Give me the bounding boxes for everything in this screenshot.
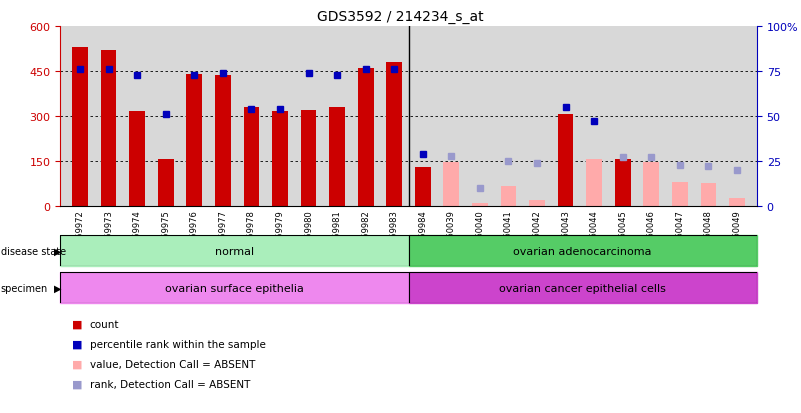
Text: ■: ■: [72, 339, 83, 349]
Bar: [386, 63, 402, 206]
Text: ■: ■: [72, 359, 83, 369]
Text: normal: normal: [215, 246, 254, 256]
Text: disease state: disease state: [1, 246, 66, 256]
Bar: [444, 163, 459, 206]
Bar: [272, 112, 288, 206]
Bar: [557, 115, 574, 206]
Text: rank, Detection Call = ABSENT: rank, Detection Call = ABSENT: [90, 379, 250, 389]
Bar: [215, 76, 231, 206]
Bar: [72, 48, 88, 206]
Text: ▶: ▶: [54, 246, 62, 256]
Bar: [586, 160, 602, 206]
Bar: [672, 183, 688, 206]
Bar: [244, 108, 260, 206]
Text: specimen: specimen: [1, 283, 48, 293]
Text: ovarian cancer epithelial cells: ovarian cancer epithelial cells: [499, 283, 666, 293]
Text: ▶: ▶: [54, 283, 62, 293]
Text: ■: ■: [72, 379, 83, 389]
Bar: [158, 160, 174, 206]
Bar: [101, 51, 116, 206]
Bar: [300, 111, 316, 206]
Bar: [60, 235, 409, 266]
Bar: [187, 75, 202, 206]
Text: ■: ■: [72, 319, 83, 329]
Bar: [409, 235, 757, 266]
Bar: [409, 273, 757, 304]
Text: value, Detection Call = ABSENT: value, Detection Call = ABSENT: [90, 359, 255, 369]
Bar: [60, 273, 409, 304]
Bar: [529, 200, 545, 206]
Bar: [643, 163, 659, 206]
Text: ovarian surface epithelia: ovarian surface epithelia: [165, 283, 304, 293]
Bar: [701, 184, 716, 206]
Bar: [501, 187, 517, 206]
Bar: [129, 112, 145, 206]
Bar: [615, 160, 630, 206]
Text: percentile rank within the sample: percentile rank within the sample: [90, 339, 266, 349]
Bar: [329, 108, 345, 206]
Bar: [415, 168, 431, 206]
Bar: [358, 69, 373, 206]
Text: GDS3592 / 214234_s_at: GDS3592 / 214234_s_at: [317, 10, 484, 24]
Text: ovarian adenocarcinoma: ovarian adenocarcinoma: [513, 246, 652, 256]
Text: count: count: [90, 319, 119, 329]
Bar: [472, 204, 488, 206]
Bar: [729, 199, 745, 206]
